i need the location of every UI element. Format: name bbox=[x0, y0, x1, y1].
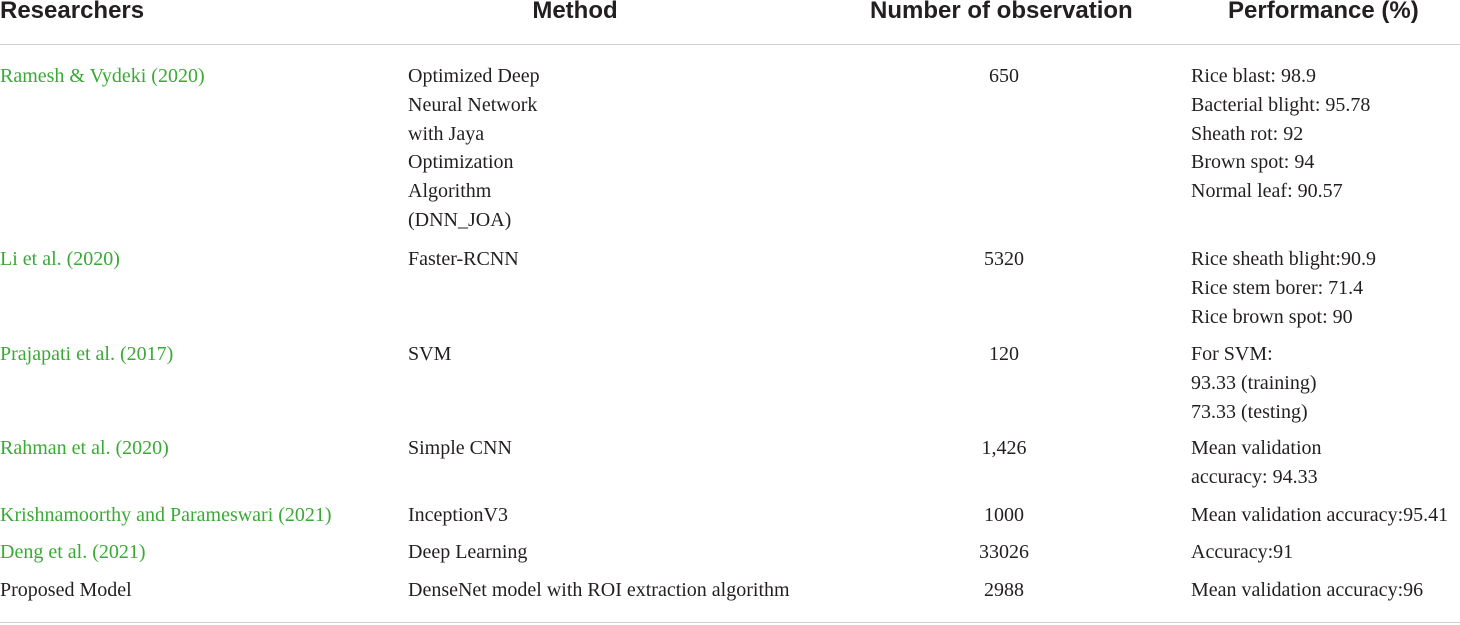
performance-line: 73.33 (testing) bbox=[1191, 400, 1308, 423]
method-cell: Deep Learning bbox=[408, 538, 527, 567]
method-line: DenseNet model with ROI extraction algor… bbox=[408, 579, 790, 601]
researcher-cell: Proposed Model bbox=[0, 579, 132, 601]
performance-line: 93.33 (training) bbox=[1191, 371, 1317, 394]
method-cell: Optimized Deep Neural Network with Jaya … bbox=[408, 62, 540, 235]
researcher-link[interactable]: Rahman et al. (2020) bbox=[0, 437, 169, 459]
performance-line: Sheath rot: 92 bbox=[1191, 122, 1304, 145]
method-line: Faster-RCNN bbox=[408, 248, 519, 270]
performance-line: Mean validation accuracy:95.41 bbox=[1191, 504, 1449, 526]
observations-cell: 5320 bbox=[984, 248, 1024, 270]
header-researchers: Researchers bbox=[0, 0, 145, 24]
performance-line: Normal leaf: 90.57 bbox=[1191, 180, 1343, 203]
method-line: Optimized Deep bbox=[408, 65, 540, 87]
observations-cell: 33026 bbox=[979, 541, 1029, 563]
method-line: (DNN_JOA) bbox=[408, 208, 512, 231]
performance-cell: Mean validation accuracy:95.41 bbox=[1191, 501, 1448, 530]
observations-cell: 120 bbox=[989, 343, 1019, 365]
table-bottom-rule bbox=[0, 622, 1460, 623]
performance-line: For SVM: bbox=[1191, 343, 1273, 365]
performance-line: Rice stem borer: 71.4 bbox=[1191, 276, 1364, 299]
performance-line: Rice blast: 98.9 bbox=[1191, 65, 1316, 87]
researcher-link[interactable]: Deng et al. (2021) bbox=[0, 541, 146, 563]
method-cell: InceptionV3 bbox=[408, 501, 508, 530]
method-line: Simple CNN bbox=[408, 437, 512, 459]
performance-cell: Rice blast: 98.9 Bacterial blight: 95.78… bbox=[1191, 62, 1370, 206]
header-observations: Number of observation bbox=[870, 0, 1133, 24]
performance-line: Brown spot: 94 bbox=[1191, 151, 1315, 174]
method-line: Neural Network bbox=[408, 93, 538, 116]
method-line: Optimization bbox=[408, 151, 514, 174]
researcher-link[interactable]: Ramesh & Vydeki (2020) bbox=[0, 65, 205, 87]
header-method: Method bbox=[532, 0, 618, 24]
method-line: Algorithm bbox=[408, 180, 492, 203]
method-line: Deep Learning bbox=[408, 541, 528, 563]
method-cell: Faster-RCNN bbox=[408, 245, 519, 274]
performance-cell: For SVM: 93.33 (training) 73.33 (testing… bbox=[1191, 340, 1317, 426]
header-performance: Performance (%) bbox=[1228, 0, 1419, 24]
method-line: SVM bbox=[408, 343, 452, 365]
table-header: Researchers Method Number of observation… bbox=[0, 0, 1460, 45]
performance-line: accuracy: 94.33 bbox=[1191, 465, 1318, 488]
researcher-link[interactable]: Prajapati et al. (2017) bbox=[0, 343, 174, 365]
performance-line: Mean validation bbox=[1191, 437, 1322, 459]
performance-cell: Rice sheath blight:90.9 Rice stem borer:… bbox=[1191, 245, 1376, 331]
method-cell: DenseNet model with ROI extraction algor… bbox=[408, 576, 790, 605]
performance-cell: Mean validation accuracy:96 bbox=[1191, 576, 1423, 605]
method-cell: SVM bbox=[408, 340, 451, 369]
observations-cell: 2988 bbox=[984, 579, 1024, 601]
performance-cell: Mean validation accuracy: 94.33 bbox=[1191, 434, 1322, 492]
performance-line: Bacterial blight: 95.78 bbox=[1191, 93, 1371, 116]
observations-cell: 650 bbox=[989, 65, 1019, 87]
method-line: InceptionV3 bbox=[408, 504, 508, 526]
method-cell: Simple CNN bbox=[408, 434, 512, 463]
researcher-link[interactable]: Krishnamoorthy and Parameswari (2021) bbox=[0, 504, 332, 526]
performance-line: Rice sheath blight:90.9 bbox=[1191, 248, 1376, 270]
performance-line: Mean validation accuracy:96 bbox=[1191, 579, 1424, 601]
researcher-link[interactable]: Li et al. (2020) bbox=[0, 248, 120, 270]
performance-line: Rice brown spot: 90 bbox=[1191, 305, 1353, 328]
method-line: with Jaya bbox=[408, 122, 485, 145]
performance-line: Accuracy:91 bbox=[1191, 541, 1294, 563]
observations-cell: 1000 bbox=[984, 504, 1024, 526]
observations-cell: 1,426 bbox=[981, 437, 1027, 459]
performance-cell: Accuracy:91 bbox=[1191, 538, 1293, 567]
